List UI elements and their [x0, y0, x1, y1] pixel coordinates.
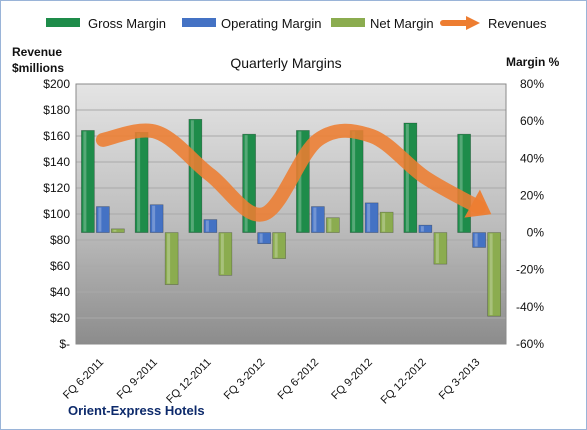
- bar-highlight: [474, 233, 478, 247]
- bar-net-margin: [326, 217, 340, 233]
- bar-operating-margin: [149, 204, 164, 233]
- bar-gross-margin: [134, 131, 149, 233]
- bar-operating-margin: [257, 232, 271, 245]
- bar-operating-margin: [472, 232, 486, 248]
- bar-highlight: [259, 233, 263, 243]
- legend-label-revenues: Revenues: [488, 16, 547, 31]
- left-axis-tick-label: $-: [59, 337, 70, 351]
- bar-highlight: [220, 233, 224, 275]
- bar-gross-margin: [349, 130, 364, 233]
- bar-operating-margin: [311, 206, 325, 233]
- bar-highlight: [352, 131, 356, 232]
- bar-gross-margin: [457, 133, 471, 233]
- bar-highlight: [137, 133, 141, 232]
- right-axis-tick-label: 20%: [520, 188, 544, 202]
- bar-highlight: [274, 233, 278, 258]
- bar-net-margin: [164, 232, 179, 285]
- bar-highlight: [405, 124, 409, 232]
- bar-net-margin: [487, 232, 501, 317]
- left-axis-tick-label: $120: [43, 181, 70, 195]
- revenues-arrowhead: [464, 189, 492, 218]
- left-axis-tick-label: $200: [43, 77, 70, 91]
- left-axis-tick-label: $60: [50, 259, 70, 273]
- bar-net-margin: [433, 232, 448, 265]
- bar-highlight: [152, 205, 156, 232]
- right-axis-tick-label: -20%: [516, 263, 544, 277]
- legend: Gross Margin Operating Margin Net Margin…: [46, 16, 547, 31]
- legend-label-net-margin: Net Margin: [370, 16, 434, 31]
- bar-operating-margin: [203, 219, 218, 233]
- legend-item-net-margin: Net Margin: [331, 16, 434, 31]
- right-axis-tick-label: 60%: [520, 114, 544, 128]
- bar-highlight: [489, 233, 493, 316]
- left-axis-tick-label: $140: [43, 155, 70, 169]
- left-axis-title-line2: $millions: [12, 61, 64, 75]
- right-axis-tick-label: 80%: [520, 77, 544, 91]
- left-axis-tick-label: $20: [50, 311, 70, 325]
- bar-net-margin: [272, 232, 286, 259]
- left-axis-tick-label: $40: [50, 285, 70, 299]
- left-axis-tick-label: $100: [43, 207, 70, 221]
- bar-highlight: [167, 233, 171, 284]
- bar-highlight: [435, 233, 439, 264]
- bar-highlight: [313, 207, 317, 232]
- bar-highlight: [244, 135, 248, 232]
- bar-highlight: [190, 120, 194, 232]
- bar-highlight: [420, 226, 424, 232]
- legend-item-gross-margin: Gross Margin: [46, 16, 166, 31]
- bar-highlight: [367, 203, 371, 232]
- left-axis-tick-label: $160: [43, 129, 70, 143]
- source-label: Orient-Express Hotels: [68, 403, 205, 418]
- right-axis-tick-label: 40%: [520, 151, 544, 165]
- bar-highlight: [382, 213, 386, 232]
- bar-highlight: [298, 131, 302, 232]
- bar-operating-margin: [96, 206, 110, 233]
- bar-gross-margin: [188, 118, 203, 233]
- bar-highlight: [83, 131, 87, 232]
- legend-label-operating-margin: Operating Margin: [221, 16, 321, 31]
- right-axis-tick-label: 0%: [527, 226, 545, 240]
- bar-highlight: [98, 207, 102, 232]
- bar-highlight: [328, 218, 332, 232]
- bar-highlight: [459, 135, 463, 232]
- left-axis-tick-label: $80: [50, 233, 70, 247]
- legend-item-operating-margin: Operating Margin: [182, 16, 321, 31]
- bar-net-margin: [218, 232, 233, 276]
- right-axis-tick-label: -60%: [516, 337, 544, 351]
- bar-highlight: [113, 229, 117, 232]
- chart-title: Quarterly Margins: [230, 55, 341, 71]
- legend-item-revenues: Revenues: [440, 16, 547, 31]
- bar-net-margin: [379, 211, 394, 233]
- bar-gross-margin: [81, 130, 95, 233]
- plot-frame: [75, 83, 507, 345]
- bar-operating-margin: [418, 224, 433, 233]
- right-axis-title: Margin %: [506, 55, 560, 69]
- bar-operating-margin: [364, 202, 379, 233]
- left-axis-tick-label: $180: [43, 103, 70, 117]
- legend-label-gross-margin: Gross Margin: [88, 16, 166, 31]
- bar-highlight: [205, 220, 209, 232]
- right-axis-tick-label: -40%: [516, 300, 544, 314]
- left-axis-title-line1: Revenue: [12, 45, 62, 59]
- revenues-line: [95, 123, 487, 222]
- bar-net-margin: [111, 228, 125, 233]
